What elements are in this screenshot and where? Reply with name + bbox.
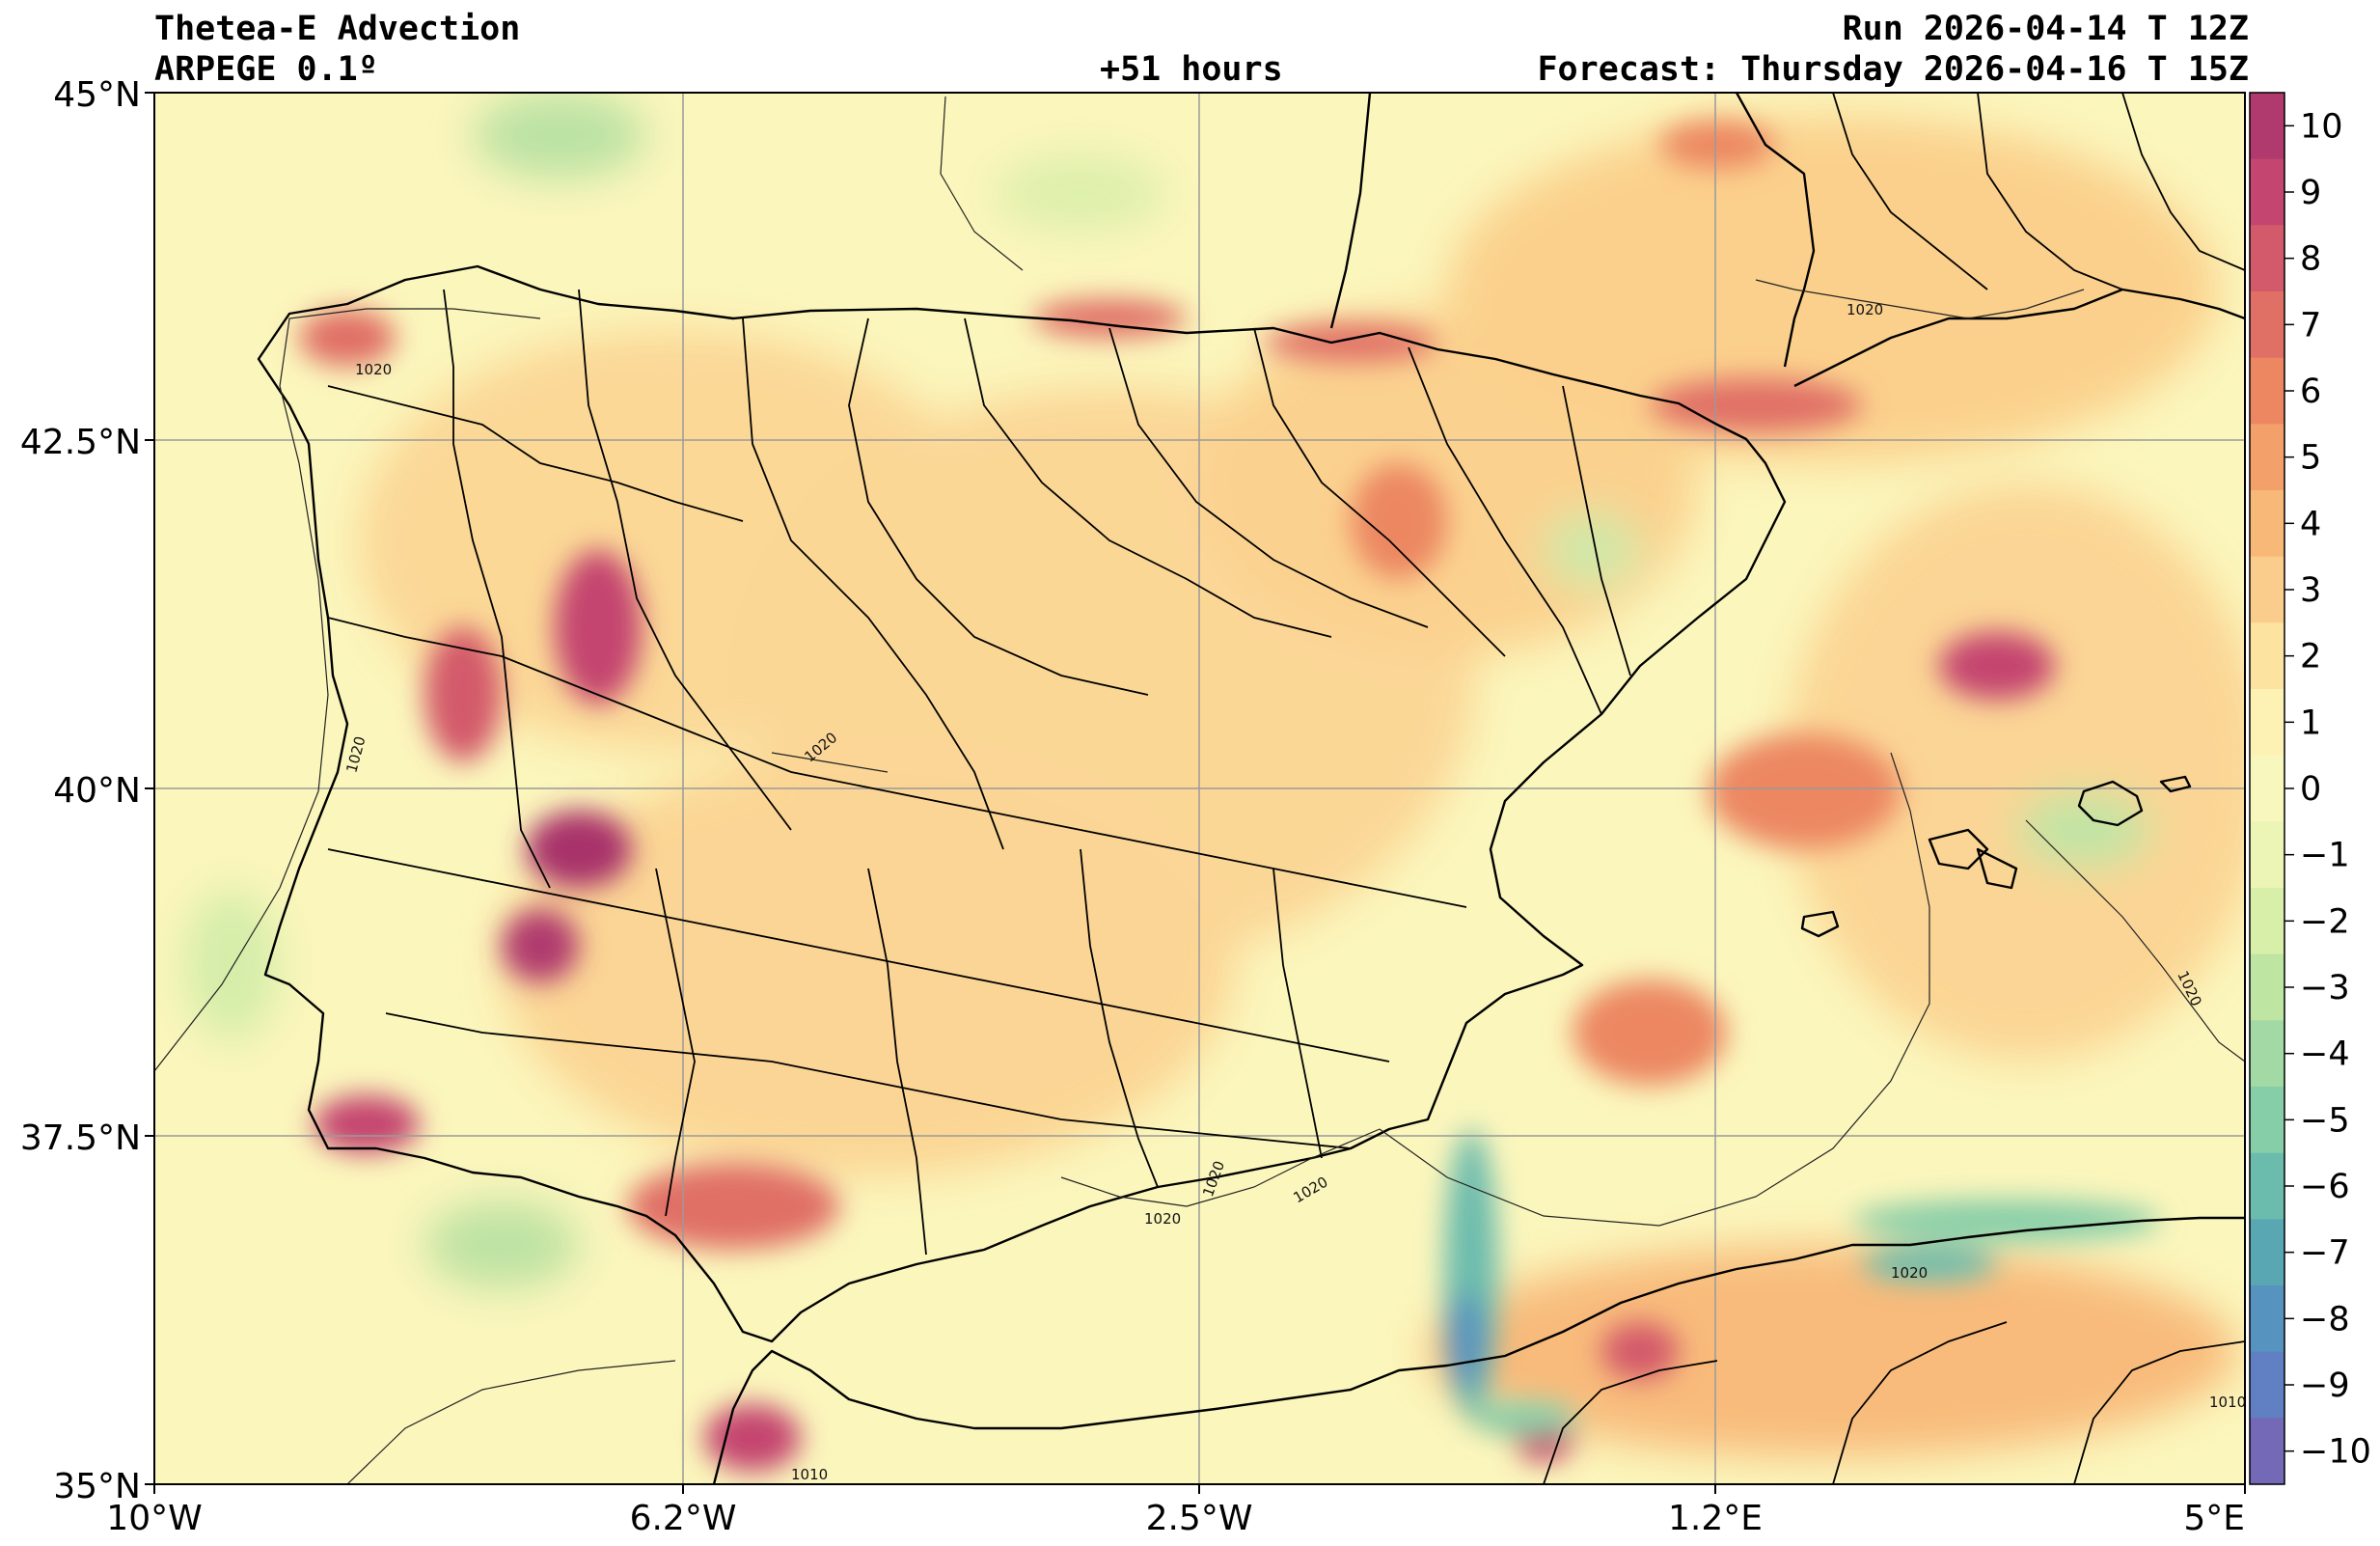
lon-tick-label: 1.2°E	[1668, 1499, 1763, 1538]
isobar-label: 1020	[1847, 301, 1883, 318]
colorbar-swatch	[2250, 953, 2284, 1021]
graticule	[154, 93, 2245, 1484]
colorbar-swatch	[2250, 888, 2284, 955]
lat-tick-label: 37.5°N	[20, 1118, 141, 1158]
colorbar-tick-label: 2	[2300, 638, 2321, 676]
admin-borders	[327, 93, 2245, 1484]
colorbar-tick-label: 10	[2300, 107, 2343, 146]
colorbar-tick-label: 6	[2300, 373, 2321, 411]
latitude-labels: 45°N 42.5°N 40°N 37.5°N 35°N	[20, 75, 141, 1506]
colorbar-swatch	[2250, 1152, 2284, 1220]
colorbar-swatch	[2250, 622, 2284, 690]
colorbar-tick-label: 9	[2300, 174, 2321, 212]
colorbar-swatch	[2250, 1219, 2284, 1286]
colorbar-swatch	[2250, 490, 2284, 558]
colorbar-tick-label: 8	[2300, 240, 2321, 279]
colorbar-tick-label: −8	[2300, 1300, 2350, 1339]
colorbar-swatch	[2250, 225, 2284, 292]
colorbar-swatch	[2250, 1418, 2284, 1485]
isobar-label: 1010	[2209, 1394, 2246, 1411]
colorbar-tick-label: 3	[2300, 571, 2321, 610]
colorbar-tick-label: −2	[2300, 902, 2350, 941]
colorbar-swatch	[2250, 93, 2284, 160]
lon-tick-label: 10°W	[106, 1499, 202, 1538]
colorbar-swatch	[2250, 755, 2284, 822]
colorbar-tick-label: 4	[2300, 505, 2321, 543]
colorbar-tick-label: −10	[2300, 1433, 2371, 1472]
colorbar-swatch	[2250, 424, 2284, 491]
colorbar-tick-label: 7	[2300, 306, 2321, 345]
colorbar-tick-label: −4	[2300, 1035, 2350, 1074]
lon-tick-label: 6.2°W	[630, 1499, 737, 1538]
lon-tick-label: 2.5°W	[1146, 1499, 1253, 1538]
colorbar-swatch	[2250, 1285, 2284, 1353]
lat-tick-label: 40°N	[53, 771, 141, 811]
isobar-label: 1020	[355, 361, 392, 378]
colorbar-tick-label: −7	[2300, 1234, 2350, 1273]
isobars	[154, 96, 2245, 1484]
lat-tick-label: 42.5°N	[20, 423, 141, 462]
colorbar-swatch	[2250, 556, 2284, 623]
colorbar-swatch	[2250, 1020, 2284, 1088]
colorbar-swatch	[2250, 689, 2284, 757]
lat-tick-label: 45°N	[53, 75, 141, 115]
map-title: Thetea-E Advection	[154, 10, 521, 48]
isobar-label: 1010	[791, 1466, 828, 1483]
colorbar-swatches	[2250, 93, 2284, 1485]
colorbar-tick-label: −5	[2300, 1101, 2350, 1140]
model-name: ARPEGE 0.1º	[154, 50, 378, 89]
colorbar-swatch	[2250, 158, 2284, 226]
axis-ticks	[145, 92, 2246, 1494]
coastlines	[257, 93, 2245, 1484]
colorbar-tick-label: 5	[2300, 439, 2321, 478]
colorbar-tick-label: −6	[2300, 1168, 2350, 1206]
colorbar-tick-label: −3	[2300, 969, 2350, 1008]
colorbar-tick-label: 0	[2300, 770, 2321, 809]
run-time: Run 2026-04-14 T 12Z	[1842, 10, 2249, 48]
longitude-labels: 10°W 6.2°W 2.5°W 1.2°E 5°E	[106, 1499, 2245, 1538]
forecast-hour: +51 hours	[1100, 50, 1283, 89]
colorbar-tick-label: 1	[2300, 704, 2321, 742]
colorbar-swatch	[2250, 291, 2284, 359]
lat-tick-label: 35°N	[53, 1467, 141, 1506]
colorbar-swatch	[2250, 357, 2284, 425]
colorbar-tick-label: −1	[2300, 837, 2350, 875]
colorbar-swatch	[2250, 1087, 2284, 1154]
colorbar-tick-label: −9	[2300, 1367, 2350, 1405]
colorbar-swatch	[2250, 821, 2284, 889]
isobar-label: 1020	[1891, 1264, 1928, 1282]
colorbar-swatch	[2250, 1351, 2284, 1419]
valid-time: Forecast: Thursday 2026-04-16 T 15Z	[1537, 50, 2249, 89]
lon-tick-label: 5°E	[2183, 1499, 2245, 1538]
isobar-label: 1020	[1144, 1210, 1181, 1228]
